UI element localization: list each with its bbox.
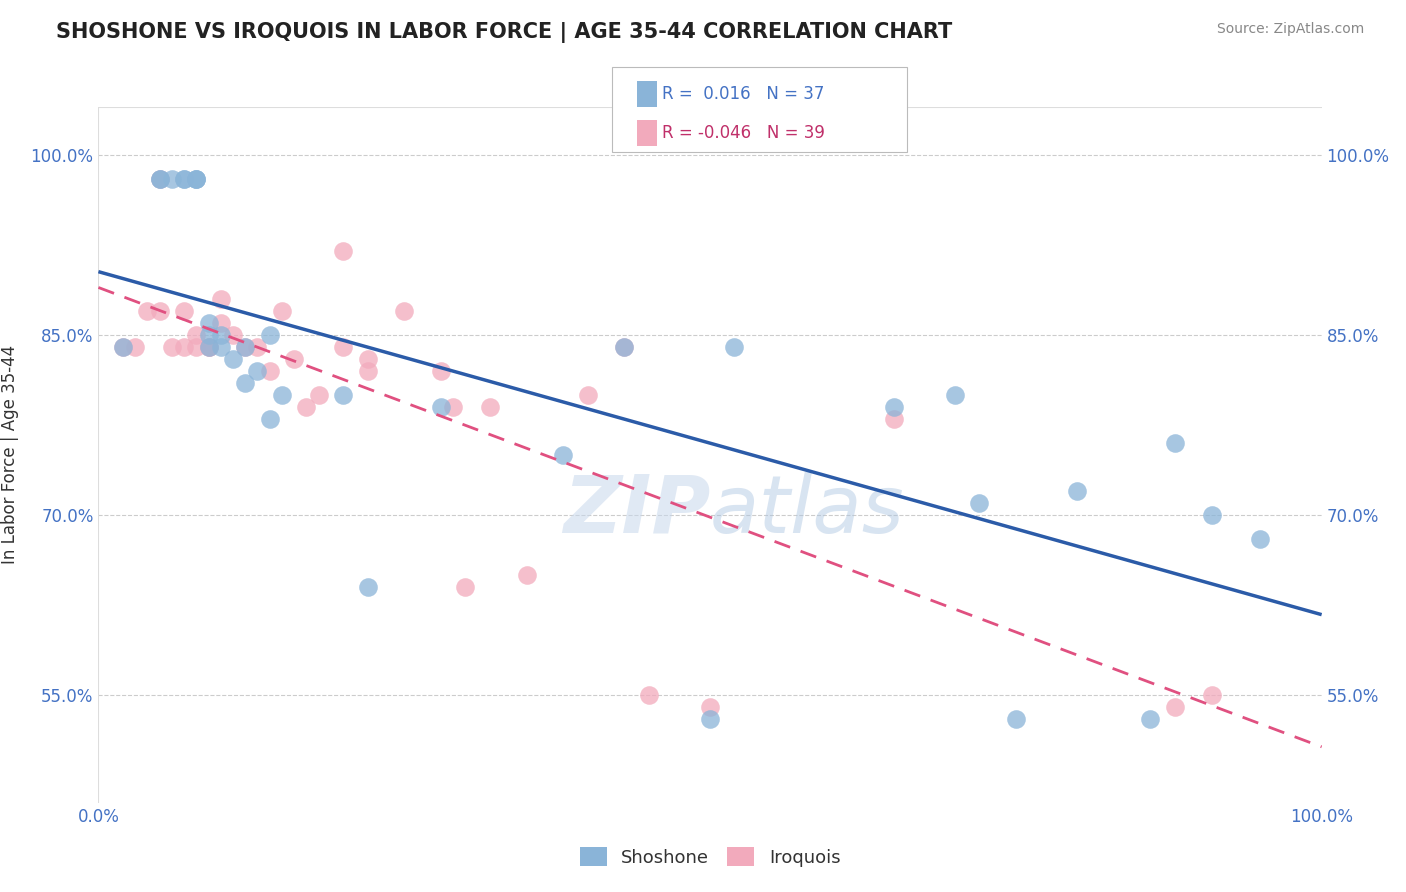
Text: Source: ZipAtlas.com: Source: ZipAtlas.com (1216, 22, 1364, 37)
Point (186, 172, 208, 186)
Point (259, 412, 281, 426)
Point (209, 292, 232, 306)
Point (186, 172, 208, 186)
Point (392, 304, 416, 318)
Point (332, 244, 354, 258)
Point (124, 340, 146, 354)
Point (1066, 483, 1088, 498)
Point (515, 567, 537, 582)
Point (283, 351, 305, 366)
Point (160, 340, 183, 354)
Legend: Shoshone, Iroquois: Shoshone, Iroquois (572, 840, 848, 874)
Point (576, 388, 599, 402)
Point (222, 328, 245, 343)
Point (430, 364, 453, 378)
Point (1201, 508, 1223, 522)
Point (295, 400, 318, 414)
Point (173, 340, 195, 354)
Point (233, 376, 256, 390)
Point (1249, 532, 1271, 546)
Point (441, 400, 464, 414)
Point (478, 400, 501, 414)
Point (332, 388, 354, 402)
Point (160, 172, 183, 186)
Point (430, 400, 453, 414)
Point (209, 328, 232, 343)
Text: R =  0.016   N = 37: R = 0.016 N = 37 (662, 85, 824, 103)
Point (613, 340, 636, 354)
Point (197, 340, 219, 354)
Point (186, 172, 208, 186)
Point (197, 340, 219, 354)
Point (149, 172, 172, 186)
Point (356, 364, 378, 378)
Point (723, 340, 745, 354)
Point (332, 340, 354, 354)
Point (197, 316, 219, 330)
Point (270, 388, 294, 402)
Point (1004, 712, 1026, 726)
Point (1164, 436, 1187, 450)
Point (1201, 688, 1223, 702)
Point (149, 304, 172, 318)
Point (111, 340, 134, 354)
Point (186, 340, 208, 354)
Point (967, 496, 990, 510)
Point (149, 172, 172, 186)
Point (233, 340, 256, 354)
Point (613, 340, 636, 354)
Point (638, 688, 661, 702)
Point (209, 316, 232, 330)
Point (136, 304, 159, 318)
Point (699, 699, 721, 714)
Point (356, 580, 378, 594)
Point (270, 304, 294, 318)
Point (259, 328, 281, 343)
Point (356, 351, 378, 366)
Point (883, 412, 905, 426)
Point (222, 351, 245, 366)
Point (246, 364, 269, 378)
Point (308, 388, 330, 402)
Point (1139, 712, 1161, 726)
Point (149, 172, 172, 186)
Point (553, 448, 575, 462)
Point (197, 340, 219, 354)
Point (699, 712, 721, 726)
Point (233, 340, 256, 354)
Point (186, 328, 208, 343)
Point (209, 340, 232, 354)
Point (173, 172, 195, 186)
Point (173, 172, 195, 186)
Text: atlas: atlas (710, 472, 905, 549)
Point (943, 388, 966, 402)
Point (454, 580, 477, 594)
Text: R = -0.046   N = 39: R = -0.046 N = 39 (662, 124, 825, 142)
Point (111, 340, 134, 354)
Point (1164, 699, 1187, 714)
Text: SHOSHONE VS IROQUOIS IN LABOR FORCE | AGE 35-44 CORRELATION CHART: SHOSHONE VS IROQUOIS IN LABOR FORCE | AG… (56, 22, 952, 44)
Point (883, 400, 905, 414)
Point (259, 364, 281, 378)
Point (246, 340, 269, 354)
Y-axis label: In Labor Force | Age 35-44: In Labor Force | Age 35-44 (1, 345, 20, 565)
Text: ZIP: ZIP (562, 472, 710, 549)
Point (197, 328, 219, 343)
Point (173, 304, 195, 318)
